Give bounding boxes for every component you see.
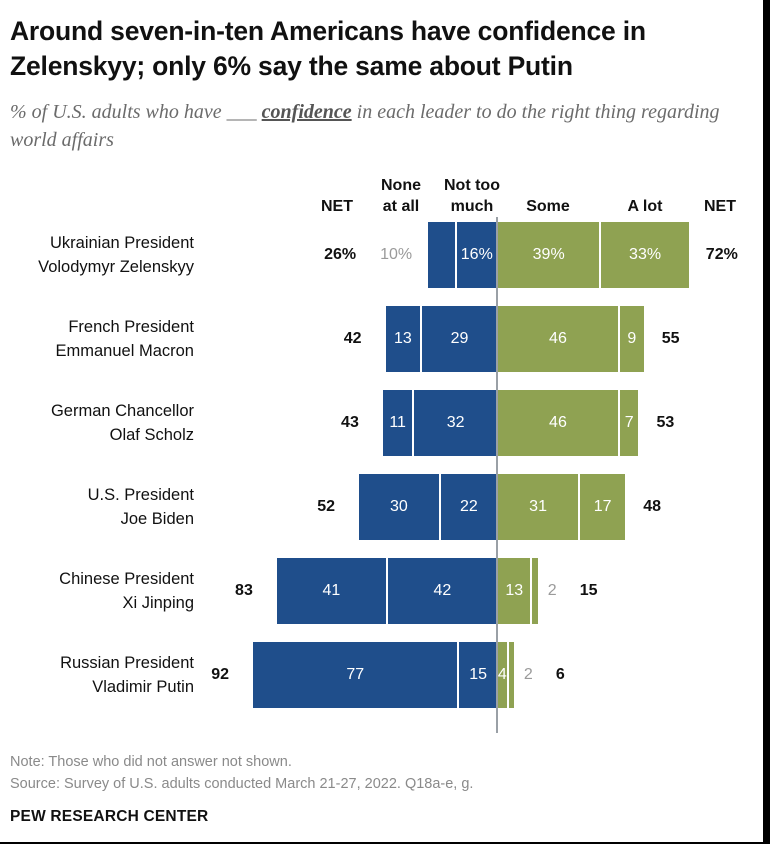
row-label: German Chancellor Olaf Scholz [0,399,194,447]
bar-label-some: 4 [497,666,507,683]
zero-axis [496,217,498,733]
bar-none-at-all: 77 [253,642,458,708]
bar-some: 13 [498,558,533,624]
bar-label-a-lot: 17 [593,498,612,515]
net-positive-label: 48 [643,498,661,515]
bar-not-too-much: 15 [457,642,497,708]
header-net-positive: NET [704,198,736,215]
bar-label-some: 31 [529,498,547,515]
bar-a-lot [508,642,514,708]
bar-not-too-much: 22 [438,474,497,540]
subtitle-pre: % of U.S. adults who have [10,101,222,123]
net-negative-label: 42 [343,330,362,347]
bar-label-a-lot: 2 [523,666,533,683]
bar-label-some: 46 [549,330,567,347]
row-label-line2: Joe Biden [120,510,194,528]
bar-some: 39% [498,222,602,288]
bar-a-lot: 33% [601,222,689,288]
row-label-line1: German Chancellor [50,402,194,420]
subtitle-blank: ___ [226,101,257,123]
row-label: Russian President Vladimir Putin [0,651,194,699]
bar-label-some: 46 [549,414,567,431]
subtitle-post: in each leader to do the right thing reg… [10,101,720,151]
row-label-line1: U.S. President [87,486,194,504]
bar-label-none-at-all: 10% [380,246,413,263]
row-label: Ukrainian President Volodymyr Zelenskyy [0,231,194,279]
row-label: Chinese President Xi Jinping [0,567,194,615]
bar-label-a-lot: 2 [547,582,557,599]
bar-label-not-too-much: 42 [433,582,452,599]
bar-not-too-much: 16% [454,222,497,288]
bar-a-lot: 9 [619,306,644,372]
bar-none-at-all: 30 [359,474,439,540]
bar-label-not-too-much: 15 [469,666,488,683]
header-some: Some [526,198,570,215]
bar-not-too-much: 29 [420,306,497,372]
header-none-at-all: None at all [381,177,421,215]
row-label: French President Emmanuel Macron [0,315,194,363]
bar-label-none-at-all: 41 [322,582,341,599]
net-positive-label: 15 [579,582,598,599]
bar-none-at-all [428,222,455,288]
row-label-line2: Olaf Scholz [109,426,194,444]
net-negative-label: 52 [317,498,335,515]
row-label-line2: Volodymyr Zelenskyy [38,258,194,276]
bar-label-not-too-much: 22 [459,498,478,515]
row-label-line1: Russian President [60,654,194,672]
bar-some: 46 [498,306,620,372]
bar-label-not-too-much: 16% [460,246,493,263]
bar-some: 46 [498,390,620,456]
row-label-line1: Chinese President [59,570,194,588]
net-positive-label: 6 [555,666,565,683]
net-positive-label: 53 [656,414,675,431]
row-label-line1: Ukrainian President [50,234,194,252]
row-label-line1: French President [68,318,194,336]
net-negative-label: 26% [324,246,357,263]
bar-a-lot: 17 [580,474,626,540]
subtitle-confidence: confidence [261,101,352,123]
chart-title: Around seven-in-ten Americans have confi… [10,16,646,81]
row-label-line2: Vladimir Putin [92,678,194,696]
header-net-negative: NET [321,198,353,215]
bar-label-none-at-all: 11 [389,414,406,431]
bar-label-not-too-much: 32 [446,414,465,431]
bar-label-none-at-all: 30 [390,498,408,515]
bar-a-lot [532,558,538,624]
net-negative-label: 43 [341,414,359,431]
chart-source: Source: Survey of U.S. adults conducted … [10,776,474,792]
bar-none-at-all: 13 [385,306,421,372]
bar-label-some: 13 [505,582,524,599]
row-label: U.S. President Joe Biden [0,483,194,531]
bar-label-some: 39% [532,246,565,263]
row-label-line2: Xi Jinping [122,594,194,612]
net-negative-label: 83 [235,582,253,599]
bar-label-none-at-all: 77 [346,666,365,683]
chart-note: Note: Those who did not answer not shown… [10,754,292,770]
bar-not-too-much: 32 [412,390,497,456]
header-a-lot: A lot [627,198,663,215]
bar-not-too-much: 42 [385,558,497,624]
net-positive-label: 72% [705,246,738,263]
brand-logo-text: PEW RESEARCH CENTER [10,808,209,825]
bar-a-lot: 7 [619,390,639,456]
bar-label-not-too-much: 29 [450,330,469,347]
bar-label-a-lot: 9 [627,330,637,347]
bar-label-a-lot: 7 [624,414,634,431]
bar-some: 31 [498,474,581,540]
bar-none-at-all: 41 [277,558,386,624]
chart-subtitle: % of U.S. adults who have ___ confidence… [10,98,740,154]
bar-label-none-at-all: 13 [394,330,412,347]
bar-label-a-lot: 33% [629,246,662,263]
row-label-line2: Emmanuel Macron [55,342,194,360]
bar-some: 4 [498,642,509,708]
bar-none-at-all: 11 [383,390,413,456]
header-not-too-much: Not too much [444,177,500,215]
net-negative-label: 92 [211,666,229,683]
net-positive-label: 55 [661,330,680,347]
